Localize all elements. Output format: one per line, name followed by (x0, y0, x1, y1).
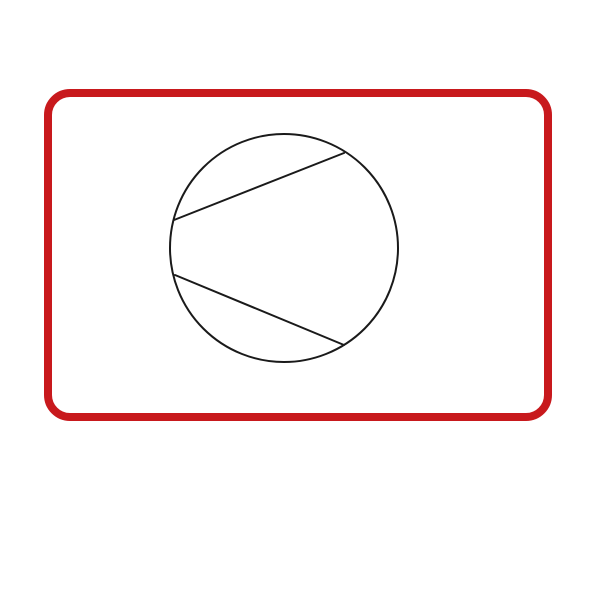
circle-outline (169, 133, 399, 363)
rounded-frame (44, 89, 552, 421)
lower-chord-line (174, 274, 345, 346)
upper-chord-line (173, 152, 345, 221)
